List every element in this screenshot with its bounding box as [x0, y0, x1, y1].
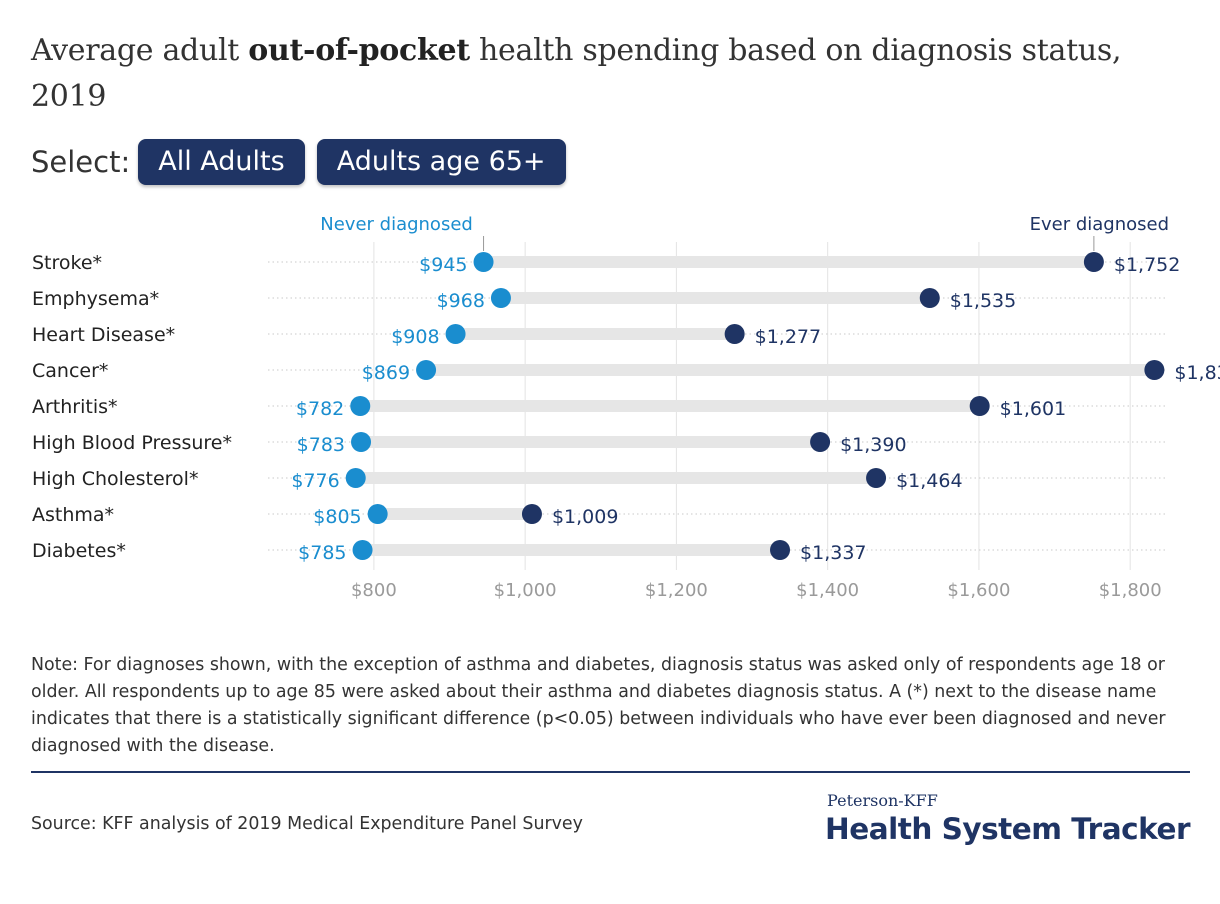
never-diagnosed-point — [351, 432, 372, 452]
logo-top-text: Peterson-KFF — [827, 791, 938, 810]
ever-value-label: $1,277 — [755, 326, 821, 348]
dumbbell-bar — [361, 436, 821, 448]
x-tick-label: $800 — [351, 580, 397, 601]
chart-title: Average adult out-of-pocket health spend… — [31, 28, 1171, 120]
ever-diagnosed-point — [724, 324, 745, 344]
ever-value-label: $1,337 — [800, 542, 866, 564]
dumbbell-bar — [362, 544, 781, 556]
dumbbell-bar — [377, 508, 532, 520]
x-tick-label: $1,200 — [645, 580, 708, 601]
never-value-label: $783 — [297, 434, 345, 456]
dumbbell-bar — [500, 292, 930, 304]
all-adults-button[interactable]: All Adults — [138, 139, 305, 185]
never-value-label: $805 — [313, 506, 361, 528]
never-diagnosed-point — [352, 540, 373, 560]
category-label: Heart Disease* — [32, 324, 175, 346]
dumbbell-bar — [455, 328, 735, 340]
title-post: health spending based on diagnosis statu… — [31, 33, 1122, 114]
logo-main-text: Health System Tracker — [825, 812, 1190, 846]
brand-logo: Peterson-KFF Health System Tracker — [825, 791, 1190, 848]
never-value-label: $785 — [298, 542, 346, 564]
select-label: Select: — [31, 145, 131, 179]
never-diagnosed-point — [445, 324, 466, 344]
ever-diagnosed-point — [969, 396, 990, 416]
never-value-label: $869 — [362, 362, 410, 384]
never-diagnosed-point — [345, 468, 366, 488]
x-tick-label: $1,800 — [1099, 580, 1162, 601]
never-value-label: $776 — [291, 470, 339, 492]
category-label: High Cholesterol* — [32, 468, 198, 490]
x-tick-label: $1,000 — [494, 580, 557, 601]
title-pre: Average adult — [31, 33, 249, 68]
ever-value-label: $1,752 — [1114, 254, 1180, 276]
x-tick-label: $1,400 — [796, 580, 859, 601]
dumbbell-bar — [426, 364, 1155, 376]
category-label: Arthritis* — [32, 396, 118, 418]
dumbbell-bar — [355, 472, 877, 484]
divider — [31, 771, 1190, 773]
dumbbell-chart: Stroke* $945 $1,752 Emphysema* $968 $1,535 Hea… — [32, 214, 1220, 601]
never-diagnosed-point — [367, 504, 388, 524]
never-diagnosed-point — [490, 288, 511, 308]
category-label: Stroke* — [32, 252, 102, 274]
ever-diagnosed-point — [770, 540, 791, 560]
category-label: Cancer* — [32, 360, 108, 382]
x-tick-label: $1,600 — [947, 580, 1010, 601]
never-value-label: $782 — [296, 398, 344, 420]
never-value-label: $968 — [437, 290, 485, 312]
ever-value-label: $1,464 — [896, 470, 962, 492]
never-value-label: $908 — [391, 326, 439, 348]
dumbbell-bar — [360, 400, 980, 412]
ever-value-label: $1,832 — [1174, 362, 1220, 384]
ever-diagnosed-point — [919, 288, 940, 308]
never-diagnosed-point — [416, 360, 437, 380]
legend-never-diagnosed: Never diagnosed — [320, 214, 473, 235]
dumbbell-bar — [483, 256, 1094, 268]
chart-note: Note: For diagnoses shown, with the exce… — [31, 655, 1166, 756]
ever-diagnosed-point — [1144, 360, 1165, 380]
select-row: Select: All Adults Adults age 65+ — [31, 138, 578, 186]
category-label: Emphysema* — [32, 288, 159, 310]
never-diagnosed-point — [350, 396, 371, 416]
ever-diagnosed-point — [810, 432, 831, 452]
ever-diagnosed-point — [521, 504, 542, 524]
legend-ever-diagnosed: Ever diagnosed — [1030, 214, 1169, 235]
never-value-label: $945 — [419, 254, 467, 276]
ever-value-label: $1,390 — [840, 434, 906, 456]
category-label: Diabetes* — [32, 540, 126, 562]
never-diagnosed-point — [473, 252, 494, 272]
ever-diagnosed-point — [1083, 252, 1104, 272]
title-bold: out-of-pocket — [248, 33, 470, 68]
adults-65-button[interactable]: Adults age 65+ — [316, 139, 566, 185]
ever-value-label: $1,601 — [1000, 398, 1066, 420]
ever-value-label: $1,009 — [552, 506, 618, 528]
category-label: High Blood Pressure* — [32, 432, 232, 454]
chart-source: Source: KFF analysis of 2019 Medical Exp… — [31, 814, 583, 834]
category-label: Asthma* — [32, 504, 114, 526]
ever-diagnosed-point — [866, 468, 887, 488]
ever-value-label: $1,535 — [950, 290, 1016, 312]
